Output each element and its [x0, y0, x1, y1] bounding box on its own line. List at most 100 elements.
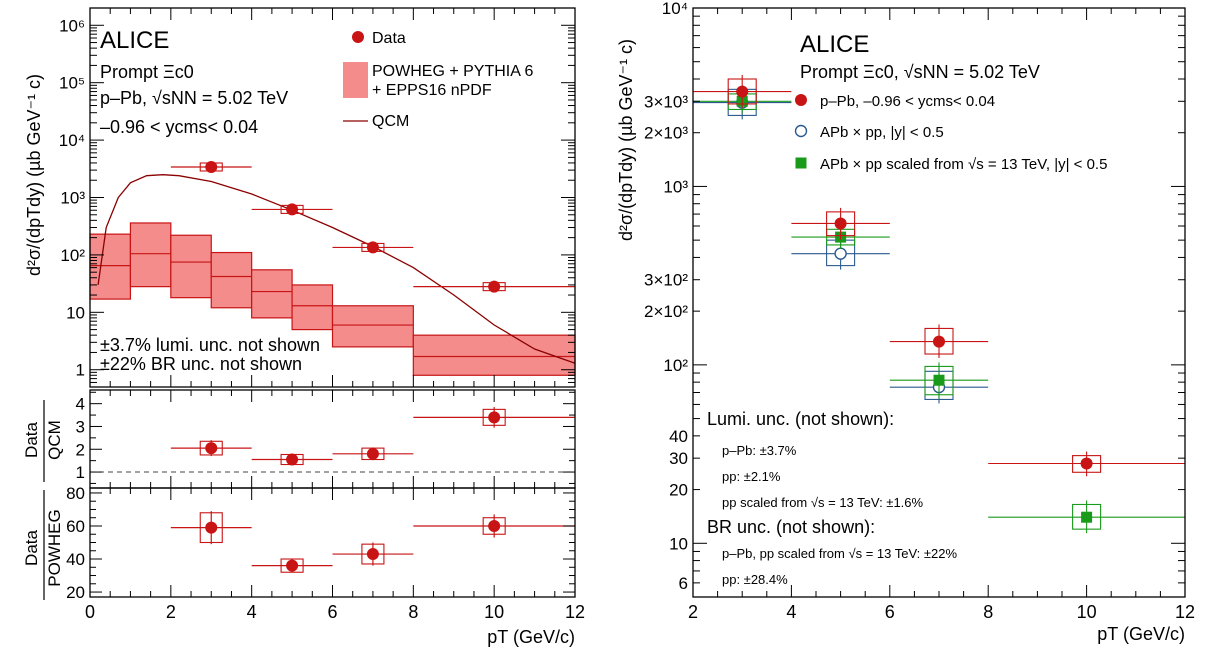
ratio-qcm-marker: [488, 411, 501, 424]
data-point-3: [413, 280, 575, 293]
powheg-band-0: [89, 233, 132, 300]
ratio-powheg-x-tick-label: 4: [247, 602, 257, 622]
data-marker: [286, 203, 299, 216]
main-y-axis-title: d²σ/(dpTdy) (µb GeV⁻¹ c): [24, 74, 44, 276]
right-y-tick-label: 40: [669, 427, 688, 446]
ratio-powheg-y-tick-label: 80: [66, 484, 85, 503]
ratio-powheg-x-tick-label: 12: [565, 602, 585, 622]
ratio-labels: Data QCM Data POWHEG pT (GeV/c): [22, 400, 575, 647]
right-x-tick-label: 10: [1077, 602, 1097, 622]
ratio-powheg-x-axis: 0 2 4 6 8 10 12: [85, 488, 585, 622]
ratio-powheg-sys-box: [280, 558, 304, 573]
right-legend-ppscaled-marker: [795, 157, 807, 169]
right-legend-ppb-label: p–Pb, –0.96 < ycms< 0.04: [820, 93, 995, 110]
right-lumi-ppb: p–Pb: ±3.7%: [722, 443, 797, 458]
right-panel-labels: ALICE Prompt Ξc0, √sNN = 5.02 TeV p–Pb, …: [616, 31, 1185, 644]
right-experiment-label: ALICE: [800, 31, 869, 58]
main-note-lumi: ±3.7% lumi. unc. not shown: [100, 335, 320, 355]
right-ppb-marker: [736, 85, 749, 98]
ratio-qcm-y-tick-label: 1: [76, 463, 85, 482]
ratio-qcm-frame: [89, 389, 576, 489]
legend-data-marker: [352, 31, 364, 43]
right-y-tick-label: 3×10³: [644, 92, 688, 111]
right-y-tick-label: 2×10²: [644, 302, 688, 321]
main-label-particle: Prompt Ξc0: [100, 62, 194, 82]
powheg-band-2: [170, 234, 212, 299]
ratio-powheg-point-1: [251, 558, 333, 573]
right-lumi-title: Lumi. unc. (not shown):: [707, 409, 894, 429]
legend-powheg-label-1: POWHEG + PYTHIA 6: [372, 63, 533, 80]
legend-data-label: Data: [372, 30, 406, 47]
ratio-powheg-sys-box: [199, 512, 223, 544]
powheg-band-4: [251, 269, 293, 319]
powheg-band-3: [210, 251, 253, 309]
right-y-tick-label: 10²: [663, 356, 688, 375]
left-x-axis-title: pT (GeV/c): [487, 627, 575, 647]
ratio-powheg-sys-box: [482, 517, 506, 535]
data-point-0: [170, 160, 252, 173]
legend-qcm-label: QCM: [372, 113, 409, 130]
ratio-powheg-marker: [205, 521, 218, 534]
ratio-qcm-y-tick-label: 3: [76, 417, 85, 436]
main-label-rapidity: –0.96 < ycms< 0.04: [100, 117, 258, 137]
ratio-qcm-y-tick-label: 4: [76, 395, 85, 414]
right-y-axis-title: d²σ/(dpTdy) (µb GeV⁻¹ c): [616, 39, 636, 241]
right-legend-pp-marker: [794, 124, 808, 138]
right-ppb-marker: [834, 217, 847, 230]
ratio-powheg-x-tick-label: 10: [484, 602, 504, 622]
right-ppscaled-point-3: [988, 500, 1185, 534]
ratio-powheg-y-tick-label: 60: [66, 517, 85, 536]
ratio-qcm-sys-box: [199, 440, 223, 456]
data-marker: [488, 280, 501, 293]
ratio-qcm-y-title-den: QCM: [45, 420, 64, 460]
ratio-powheg-marker: [286, 559, 299, 572]
right-x-axis-title: pT (GeV/c): [1097, 624, 1185, 644]
right-br-title: BR unc. (not shown):: [707, 517, 875, 537]
main-y-tick-label: 10⁶: [59, 16, 85, 35]
main-panel-labels: ALICE Prompt Ξc0 p–Pb, √sNN = 5.02 TeV –…: [24, 27, 533, 374]
ratio-powheg-frame: [89, 487, 576, 598]
ratio-powheg-y-axis: 20 40 60 80: [66, 484, 575, 602]
main-note-br: ±22% BR unc. not shown: [100, 354, 302, 374]
ratio-powheg-point-2: [332, 542, 414, 566]
ratio-qcm-y-axis: 1 2 3 4: [76, 391, 575, 484]
powheg-band-group: [89, 222, 576, 376]
right-ppb-point-0: [693, 75, 792, 108]
right-br-ppb: p–Pb, pp scaled from √s = 13 TeV: ±22%: [722, 546, 957, 561]
right-y-tick-label: 3×10²: [644, 271, 688, 290]
data-point-2: [332, 241, 414, 254]
right-ppb-point-2: [889, 324, 989, 359]
right-ppb-point-3: [988, 451, 1185, 477]
ratio-qcm-point-1: [251, 453, 333, 466]
legend-powheg-swatch: [343, 62, 368, 98]
right-y-tick-label: 30: [669, 449, 688, 468]
ratio-qcm-point-3: [413, 407, 575, 428]
right-y-tick-label: 6: [679, 574, 688, 593]
right-x-tick-label: 12: [1175, 602, 1195, 622]
powheg-band-5: [291, 284, 334, 331]
right-ppb-point-1: [791, 207, 890, 240]
main-y-tick-label: 10⁵: [59, 74, 85, 93]
main-y-axis: 1 10 10² 10³ 10⁴ 10⁵ 10⁶: [59, 7, 575, 388]
right-x-tick-label: 8: [983, 602, 993, 622]
ratio-powheg-point-3: [413, 514, 575, 538]
ratio-qcm-point-2: [332, 447, 414, 461]
legend-powheg-label-2: + EPPS16 nPDF: [372, 82, 492, 99]
right-lumi-ppscaled: pp scaled from √s = 13 TeV: ±1.6%: [722, 495, 924, 510]
main-y-tick-label: 10: [66, 303, 85, 322]
right-ppscaled-marker: [933, 374, 945, 386]
right-lumi-pp: pp: ±2.1%: [722, 469, 781, 484]
main-y-tick-label: 10⁴: [59, 131, 85, 150]
powheg-band-1: [129, 222, 172, 288]
ratio-powheg-y-tick-label: 20: [66, 583, 85, 602]
right-y-tick-label: 10: [669, 534, 688, 553]
ratio-powheg-sys-box: [361, 543, 385, 565]
ratio-powheg-x-tick-label: 0: [85, 602, 95, 622]
right-ppscaled-marker: [1081, 511, 1093, 523]
qcm-curve: [97, 174, 576, 364]
right-x-tick-label: 2: [688, 602, 698, 622]
right-legend-pp-label: APb × pp, |y| < 0.5: [820, 124, 944, 141]
ratio-qcm-point-0: [170, 440, 252, 457]
data-marker: [366, 241, 379, 254]
